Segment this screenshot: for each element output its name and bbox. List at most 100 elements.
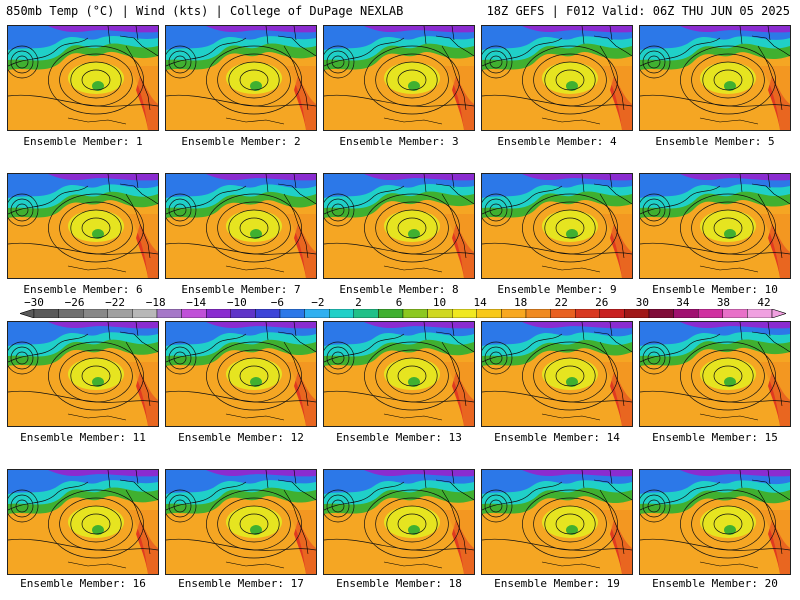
ensemble-map-panel [481, 173, 633, 279]
temperature-map [324, 322, 474, 426]
colorbar-tick-label: 42 [757, 296, 771, 309]
colorbar-bin [624, 309, 650, 318]
colorbar-bin [747, 309, 773, 318]
ensemble-member-caption: Ensemble Member: 1 [23, 135, 143, 148]
temperature-map [8, 470, 158, 574]
ensemble-map-panel [639, 25, 791, 131]
colorbar-bin [402, 309, 428, 318]
ensemble-member-caption: Ensemble Member: 9 [497, 283, 617, 296]
colorbar-bin [132, 309, 158, 318]
temperature-map [640, 470, 790, 574]
temperature-map [166, 174, 316, 278]
ensemble-map-panel [7, 25, 159, 131]
ensemble-map-panel [481, 25, 633, 131]
colorbar-bin [673, 309, 699, 318]
ensemble-map-panel [165, 25, 317, 131]
ensemble-member-caption: Ensemble Member: 7 [181, 283, 301, 296]
colorbar-bin [476, 309, 502, 318]
colorbar-bin [181, 309, 207, 318]
temperature-map [640, 174, 790, 278]
colorbar-tick-label: 38 [716, 296, 731, 309]
ensemble-map-panel [165, 173, 317, 279]
colorbar-tick-label: 2 [355, 296, 362, 309]
colorbar-tick-label: 22 [554, 296, 568, 309]
colorbar-bin [501, 309, 527, 318]
ensemble-map-panel [639, 173, 791, 279]
temperature-map [482, 470, 632, 574]
colorbar-bin [279, 309, 305, 318]
temperature-map [8, 322, 158, 426]
colorbar-bin [33, 309, 59, 318]
ensemble-map-panel [165, 469, 317, 575]
colorbar-bin [525, 309, 551, 318]
ensemble-member-caption: Ensemble Member: 13 [336, 431, 462, 444]
ensemble-member-caption: Ensemble Member: 14 [494, 431, 620, 444]
colorbar-tick-label: −2 [311, 296, 325, 309]
colorbar-bin [648, 309, 674, 318]
ensemble-map-panel [165, 321, 317, 427]
temperature-map [324, 174, 474, 278]
ensemble-member-caption: Ensemble Member: 3 [339, 135, 459, 148]
temperature-map [324, 26, 474, 130]
colorbar-bin [58, 309, 84, 318]
colorbar-tick-label: −26 [64, 296, 85, 309]
colorbar-bin [698, 309, 724, 318]
colorbar-tick-label: −30 [24, 296, 44, 309]
colorbar-bin [452, 309, 478, 318]
colorbar-tick-label: −18 [145, 296, 166, 309]
ensemble-member-caption: Ensemble Member: 15 [652, 431, 778, 444]
colorbar-low-arrow [20, 309, 35, 318]
colorbar-bin [575, 309, 601, 318]
temperature-map [166, 470, 316, 574]
colorbar-tick-label: 30 [635, 296, 649, 309]
temperature-map [8, 174, 158, 278]
colorbar-bin [205, 309, 231, 318]
colorbar-high-arrow [771, 309, 786, 318]
product-title: 850mb Temp (°C) | Wind (kts) | College o… [6, 4, 404, 18]
colorbar-tick-label: −22 [105, 296, 126, 309]
colorbar-tick-label: 26 [595, 296, 609, 309]
temperature-map [640, 322, 790, 426]
ensemble-member-caption: Ensemble Member: 17 [178, 577, 304, 590]
colorbar-bin [353, 309, 379, 318]
ensemble-member-caption: Ensemble Member: 2 [181, 135, 301, 148]
ensemble-member-caption: Ensemble Member: 16 [20, 577, 146, 590]
colorbar-tick-label: 14 [473, 296, 487, 309]
ensemble-map-panel [7, 469, 159, 575]
ensemble-map-panel [323, 469, 475, 575]
colorbar-bin [599, 309, 625, 318]
colorbar-tick-label: −10 [226, 296, 247, 309]
ensemble-map-panel [639, 469, 791, 575]
ensemble-member-caption: Ensemble Member: 18 [336, 577, 462, 590]
colorbar-tick-label: −6 [270, 296, 284, 309]
colorbar-bin [83, 309, 109, 318]
ensemble-member-caption: Ensemble Member: 4 [497, 135, 617, 148]
temperature-map [166, 322, 316, 426]
ensemble-map-panel [323, 173, 475, 279]
colorbar-tick-label: 34 [676, 296, 690, 309]
colorbar-tick-label: 6 [395, 296, 403, 309]
temperature-map [8, 26, 158, 130]
temperature-map [324, 470, 474, 574]
ensemble-map-panel [481, 469, 633, 575]
ensemble-member-caption: Ensemble Member: 5 [655, 135, 775, 148]
ensemble-map-panel [323, 321, 475, 427]
colorbar-bin [304, 309, 330, 318]
ensemble-map-panel [7, 321, 159, 427]
colorbar-bin [230, 309, 256, 318]
temperature-map [482, 26, 632, 130]
ensemble-map-panel [639, 321, 791, 427]
colorbar-bin [550, 309, 576, 318]
ensemble-map-panel [323, 25, 475, 131]
ensemble-member-caption: Ensemble Member: 19 [494, 577, 620, 590]
ensemble-member-caption: Ensemble Member: 8 [339, 283, 459, 296]
run-valid-time: 18Z GEFS | F012 Valid: 06Z THU JUN 05 20… [486, 4, 790, 18]
ensemble-map-panel [7, 173, 159, 279]
colorbar-bin [156, 309, 182, 318]
temperature-colorbar [20, 309, 786, 318]
colorbar-bin [329, 309, 355, 318]
colorbar-bin [722, 309, 748, 318]
ensemble-member-caption: Ensemble Member: 20 [652, 577, 778, 590]
colorbar-bin [107, 309, 133, 318]
ensemble-member-caption: Ensemble Member: 10 [652, 283, 778, 296]
